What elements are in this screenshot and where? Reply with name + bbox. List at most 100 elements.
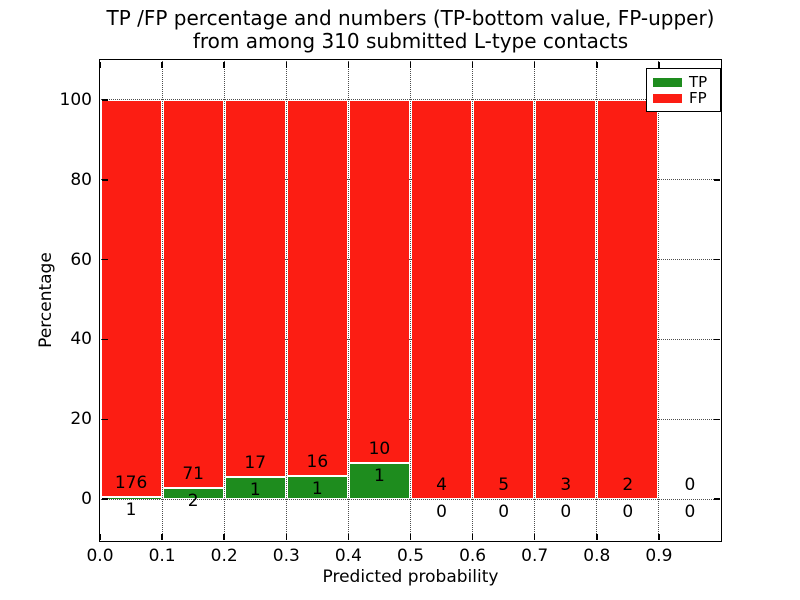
tp-count-label-bin6: 0 — [498, 502, 510, 523]
x-tick-top-0.1 — [161, 61, 163, 68]
gridline-x-0.4 — [347, 61, 349, 540]
y-tick-label-80: 80 — [70, 169, 92, 190]
x-axis-label: Predicted probability — [322, 567, 499, 587]
tp-bar-bin2 — [225, 477, 285, 499]
y-tick-right-20 — [713, 418, 720, 420]
fp-count-label-bin1: 71 — [182, 464, 204, 485]
x-tick-label-0.2: 0.2 — [210, 546, 238, 566]
y-tick-right-60 — [713, 258, 720, 261]
fp-bar-bin6 — [474, 100, 534, 499]
x-tick-top-0.9 — [658, 61, 660, 68]
gridline-x-0.8 — [596, 61, 598, 540]
chart-title-line-2: from among 310 submitted L-type contacts — [192, 29, 629, 53]
chart-title: TP /FP percentage and numbers (TP-bottom… — [100, 7, 721, 53]
x-tick-top-0.6 — [471, 61, 474, 68]
fp-legend-swatch — [653, 93, 682, 103]
tp-count-label-bin2: 1 — [249, 479, 261, 500]
tp-count-label-bin9: 0 — [684, 502, 696, 523]
tp-bar-bin4 — [349, 463, 409, 499]
gridline-x-0.3 — [285, 61, 287, 540]
fp-bar-bin1 — [163, 100, 223, 488]
tp-count-label-bin4: 1 — [374, 465, 385, 486]
x-tick-bottom-0.0 — [99, 533, 101, 540]
x-tick-label-0.6: 0.6 — [459, 546, 487, 566]
y-tick-left-40 — [101, 338, 108, 341]
x-tick-bottom-0.9 — [658, 533, 660, 540]
gridline-x-0.7 — [534, 61, 536, 540]
y-tick-right-80 — [713, 179, 720, 181]
y-axis-label: Percentage — [36, 252, 56, 348]
y-tick-label-20: 20 — [70, 409, 92, 430]
x-tick-bottom-0.5 — [409, 533, 412, 540]
fp-legend-label: FP — [689, 89, 707, 107]
y-tick-label-0: 0 — [81, 489, 92, 510]
fp-count-label-bin9: 0 — [684, 475, 696, 496]
y-tick-left-60 — [101, 258, 108, 261]
fp-count-label-bin8: 2 — [622, 475, 634, 496]
fp-count-label-bin7: 3 — [560, 475, 572, 496]
fp-bar-bin7 — [536, 100, 596, 499]
fp-bar-bin0 — [101, 100, 161, 496]
fp-count-label-bin4: 10 — [368, 438, 391, 459]
x-tick-top-0.4 — [347, 61, 350, 68]
tp-count-label-bin1: 2 — [187, 491, 199, 512]
legend-entry-tp: TP — [653, 74, 720, 90]
fp-count-label-bin3: 16 — [306, 451, 329, 472]
y-tick-label-100: 100 — [59, 89, 92, 110]
tp-bar-bin0 — [101, 497, 161, 500]
tp-bar-bin3 — [287, 476, 347, 499]
x-tick-label-0.0: 0.0 — [86, 546, 114, 566]
x-tick-bottom-0.7 — [533, 533, 536, 540]
x-tick-top-0.5 — [409, 61, 412, 68]
fp-bar-bin3 — [287, 100, 347, 475]
x-tick-top-0.7 — [533, 61, 536, 68]
x-tick-label-0.9: 0.9 — [645, 546, 673, 566]
legend-entry-fp: FP — [653, 90, 720, 106]
fp-bar-bin5 — [412, 100, 472, 499]
tp-count-label-bin3: 1 — [311, 478, 323, 499]
tp-count-label-bin7: 0 — [560, 502, 572, 523]
gridline-x-0.5 — [410, 61, 411, 540]
fp-count-label-bin6: 5 — [498, 475, 510, 496]
chart-title-line-1: TP /FP percentage and numbers (TP-bottom… — [106, 6, 715, 30]
x-tick-top-0.8 — [596, 61, 598, 68]
x-tick-label-0.4: 0.4 — [334, 546, 362, 566]
x-tick-label-0.3: 0.3 — [272, 546, 300, 566]
fp-count-label-bin2: 17 — [244, 452, 267, 473]
x-tick-label-0.5: 0.5 — [396, 546, 425, 566]
x-tick-top-0.0 — [99, 61, 101, 68]
x-tick-bottom-0.2 — [223, 533, 225, 540]
x-tick-label-0.8: 0.8 — [583, 546, 611, 566]
y-tick-left-0 — [101, 498, 108, 500]
y-tick-label-40: 40 — [70, 329, 92, 350]
gridline-x-0.6 — [472, 61, 474, 540]
tp-count-label-bin8: 0 — [622, 502, 634, 523]
y-tick-left-20 — [101, 418, 108, 420]
x-tick-top-0.2 — [223, 61, 225, 68]
fp-bar-bin8 — [598, 100, 658, 499]
tp-legend-swatch — [653, 77, 682, 87]
x-tick-label-0.1: 0.1 — [148, 546, 176, 566]
tp-legend-label: TP — [689, 73, 708, 91]
y-tick-label-60: 60 — [70, 249, 92, 270]
gridline-x-0.1 — [161, 61, 163, 540]
tp-count-label-bin5: 0 — [436, 502, 447, 523]
y-tick-left-80 — [101, 179, 108, 181]
fp-bar-bin2 — [225, 100, 285, 476]
y-tick-left-100 — [101, 99, 108, 101]
fp-bar-bin4 — [349, 100, 409, 462]
gridline-x-0.9 — [658, 61, 660, 540]
x-tick-top-0.3 — [285, 61, 288, 68]
tp-count-label-bin0: 1 — [125, 499, 137, 520]
x-tick-bottom-0.3 — [285, 533, 288, 540]
legend: TP FP — [646, 68, 721, 112]
gridline-x-0.2 — [223, 61, 225, 540]
fp-count-label-bin0: 176 — [114, 472, 148, 493]
x-tick-bottom-0.4 — [347, 533, 350, 540]
x-tick-label-0.7: 0.7 — [521, 546, 549, 566]
y-tick-right-0 — [713, 498, 720, 500]
y-tick-right-40 — [713, 338, 720, 341]
x-tick-bottom-0.8 — [596, 533, 598, 540]
tp-bar-bin1 — [163, 489, 223, 499]
